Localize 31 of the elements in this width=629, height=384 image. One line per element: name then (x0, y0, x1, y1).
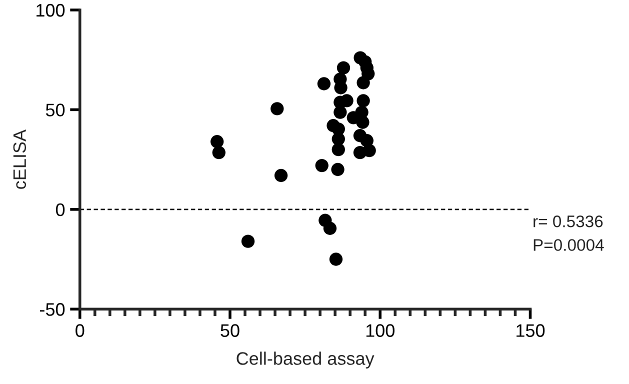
point (241, 234, 255, 248)
x-tick-label: 150 (516, 324, 545, 337)
point (331, 162, 344, 176)
point (323, 222, 337, 235)
point (356, 94, 370, 108)
point (212, 146, 226, 160)
point (362, 144, 376, 158)
point (315, 158, 328, 172)
point (332, 142, 345, 156)
text: r= 0.5336 (534, 216, 603, 228)
x-axis-title: Cell-based assay (236, 352, 374, 368)
x-tick-label: 0 (76, 324, 84, 337)
y-axis-title: cELISA (13, 129, 26, 189)
point (317, 77, 331, 90)
x-tick-label: 50 (220, 324, 240, 337)
y-tick-label: 100 (36, 4, 65, 17)
point (274, 168, 288, 182)
point (329, 252, 343, 266)
text: P=0.0004 (534, 239, 604, 251)
x-tick-label: 100 (366, 324, 394, 337)
point (356, 116, 370, 129)
y-tick-label: 0 (56, 203, 65, 216)
y-tick-label: 50 (46, 104, 65, 116)
point (334, 81, 348, 94)
point (356, 76, 370, 90)
point (270, 102, 284, 116)
y-tick-label: -50 (40, 303, 65, 316)
point (336, 61, 350, 74)
point (210, 135, 224, 148)
point (340, 94, 354, 108)
point (334, 106, 347, 119)
